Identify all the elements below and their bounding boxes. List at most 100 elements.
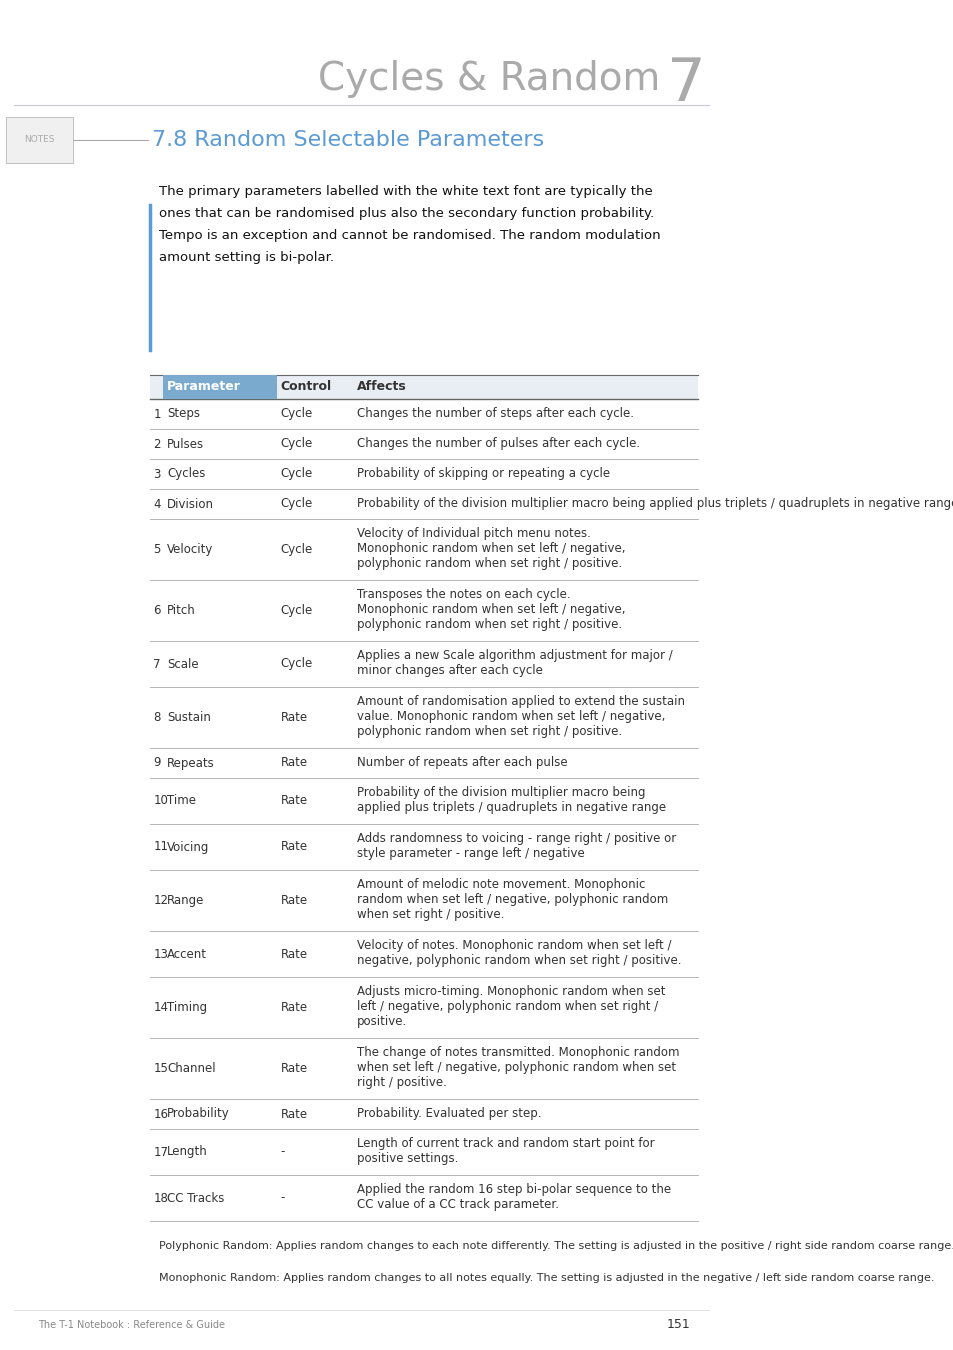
Text: Velocity of Individual pitch menu notes.: Velocity of Individual pitch menu notes.: [356, 526, 590, 540]
Text: 9: 9: [153, 756, 161, 770]
Text: Length: Length: [167, 1146, 208, 1158]
Text: 14: 14: [153, 1000, 168, 1014]
Text: 7: 7: [666, 55, 705, 113]
Text: style parameter - range left / negative: style parameter - range left / negative: [356, 846, 584, 860]
Text: Cycle: Cycle: [280, 603, 313, 617]
Text: Changes the number of pulses after each cycle.: Changes the number of pulses after each …: [356, 437, 639, 450]
Text: 12: 12: [153, 894, 168, 907]
Text: Adds randomness to voicing - range right / positive or: Adds randomness to voicing - range right…: [356, 832, 676, 845]
Text: Probability: Probability: [167, 1107, 230, 1120]
Text: Cycles: Cycles: [167, 467, 205, 481]
Text: Velocity: Velocity: [167, 543, 213, 556]
Text: 11: 11: [153, 841, 168, 853]
Text: polyphonic random when set right / positive.: polyphonic random when set right / posit…: [356, 725, 621, 738]
Text: 1: 1: [153, 408, 161, 420]
Text: Channel: Channel: [167, 1062, 215, 1075]
Text: Cycle: Cycle: [280, 408, 313, 420]
Text: -: -: [280, 1146, 285, 1158]
Text: Voicing: Voicing: [167, 841, 209, 853]
Text: Tempo is an exception and cannot be randomised. The random modulation: Tempo is an exception and cannot be rand…: [159, 230, 660, 242]
Text: Amount of randomisation applied to extend the sustain: Amount of randomisation applied to exten…: [356, 695, 684, 707]
Text: Probability of the division multiplier macro being: Probability of the division multiplier m…: [356, 786, 644, 799]
Text: Pulses: Pulses: [167, 437, 204, 451]
Text: value. Monophonic random when set left / negative,: value. Monophonic random when set left /…: [356, 710, 664, 724]
Text: 13: 13: [153, 948, 168, 960]
Text: Length of current track and random start point for: Length of current track and random start…: [356, 1137, 654, 1150]
Text: The primary parameters labelled with the white text font are typically the: The primary parameters labelled with the…: [159, 185, 653, 198]
Text: Monophonic random when set left / negative,: Monophonic random when set left / negati…: [356, 541, 624, 555]
Text: Division: Division: [167, 498, 213, 510]
Text: The T-1 Notebook : Reference & Guide: The T-1 Notebook : Reference & Guide: [38, 1320, 225, 1330]
Text: left / negative, polyphonic random when set right /: left / negative, polyphonic random when …: [356, 1000, 658, 1012]
Text: Rate: Rate: [280, 894, 308, 907]
Text: CC value of a CC track parameter.: CC value of a CC track parameter.: [356, 1197, 558, 1211]
Text: Pitch: Pitch: [167, 603, 195, 617]
Text: Cycle: Cycle: [280, 543, 313, 556]
Text: Rate: Rate: [280, 1000, 308, 1014]
Text: right / positive.: right / positive.: [356, 1076, 446, 1089]
Text: Affects: Affects: [356, 381, 406, 393]
Text: random when set left / negative, polyphonic random: random when set left / negative, polypho…: [356, 892, 667, 906]
Text: -: -: [280, 1192, 285, 1204]
Text: Range: Range: [167, 894, 204, 907]
Text: Repeats: Repeats: [167, 756, 214, 770]
Text: Probability. Evaluated per step.: Probability. Evaluated per step.: [356, 1107, 540, 1120]
Text: Cycle: Cycle: [280, 437, 313, 451]
Text: ones that can be randomised plus also the secondary function probability.: ones that can be randomised plus also th…: [159, 207, 654, 220]
Text: amount setting is bi-polar.: amount setting is bi-polar.: [159, 251, 334, 265]
Text: Adjusts micro-timing. Monophonic random when set: Adjusts micro-timing. Monophonic random …: [356, 986, 664, 998]
Text: Polyphonic Random: Applies random changes to each note differently. The setting : Polyphonic Random: Applies random change…: [159, 1241, 953, 1251]
Text: 4: 4: [153, 498, 161, 510]
Text: 7.8 Random Selectable Parameters: 7.8 Random Selectable Parameters: [152, 130, 543, 150]
Text: Rate: Rate: [280, 1062, 308, 1075]
Text: 7: 7: [153, 657, 161, 671]
Text: applied plus triplets / quadruplets in negative range: applied plus triplets / quadruplets in n…: [356, 801, 665, 814]
Text: Transposes the notes on each cycle.: Transposes the notes on each cycle.: [356, 589, 570, 601]
Text: Monophonic Random: Applies random changes to all notes equally. The setting is a: Monophonic Random: Applies random change…: [159, 1273, 934, 1282]
Text: positive settings.: positive settings.: [356, 1152, 457, 1165]
Text: CC Tracks: CC Tracks: [167, 1192, 224, 1204]
Text: Amount of melodic note movement. Monophonic: Amount of melodic note movement. Monopho…: [356, 878, 644, 891]
Text: Cycle: Cycle: [280, 467, 313, 481]
Text: 10: 10: [153, 795, 168, 807]
Text: polyphonic random when set right / positive.: polyphonic random when set right / posit…: [356, 618, 621, 630]
Text: 15: 15: [153, 1062, 168, 1075]
Text: 16: 16: [153, 1107, 168, 1120]
Text: 6: 6: [153, 603, 161, 617]
Text: Velocity of notes. Monophonic random when set left /: Velocity of notes. Monophonic random whe…: [356, 940, 671, 952]
Text: 8: 8: [153, 711, 160, 724]
Text: Applied the random 16 step bi-polar sequence to the: Applied the random 16 step bi-polar sequ…: [356, 1183, 670, 1196]
Text: NOTES: NOTES: [24, 135, 54, 144]
Text: Rate: Rate: [280, 795, 308, 807]
Text: Rate: Rate: [280, 711, 308, 724]
Text: Applies a new Scale algorithm adjustment for major /: Applies a new Scale algorithm adjustment…: [356, 649, 672, 662]
Text: The change of notes transmitted. Monophonic random: The change of notes transmitted. Monopho…: [356, 1046, 679, 1058]
Text: Parameter: Parameter: [167, 381, 240, 393]
Text: Cycles & Random: Cycles & Random: [317, 59, 659, 99]
Text: Cycle: Cycle: [280, 498, 313, 510]
Text: minor changes after each cycle: minor changes after each cycle: [356, 664, 542, 676]
Text: Timing: Timing: [167, 1000, 207, 1014]
Text: 5: 5: [153, 543, 160, 556]
Text: polyphonic random when set right / positive.: polyphonic random when set right / posit…: [356, 558, 621, 570]
Text: 2: 2: [153, 437, 161, 451]
Text: Probability of the division multiplier macro being applied plus triplets / quadr: Probability of the division multiplier m…: [356, 497, 953, 510]
Text: 151: 151: [666, 1319, 690, 1331]
Bar: [151, 375, 698, 400]
Text: negative, polyphonic random when set right / positive.: negative, polyphonic random when set rig…: [356, 954, 680, 967]
Text: 3: 3: [153, 467, 160, 481]
Text: when set left / negative, polyphonic random when set: when set left / negative, polyphonic ran…: [356, 1061, 675, 1075]
Bar: [163, 375, 276, 400]
Text: Changes the number of steps after each cycle.: Changes the number of steps after each c…: [356, 406, 633, 420]
Text: Control: Control: [280, 381, 332, 393]
Text: Scale: Scale: [167, 657, 198, 671]
Text: Rate: Rate: [280, 756, 308, 770]
Text: Steps: Steps: [167, 408, 200, 420]
Text: Number of repeats after each pulse: Number of repeats after each pulse: [356, 756, 567, 770]
Text: Rate: Rate: [280, 948, 308, 960]
Text: Cycle: Cycle: [280, 657, 313, 671]
Text: Rate: Rate: [280, 1107, 308, 1120]
Text: Accent: Accent: [167, 948, 207, 960]
Text: Rate: Rate: [280, 841, 308, 853]
Text: Monophonic random when set left / negative,: Monophonic random when set left / negati…: [356, 603, 624, 616]
